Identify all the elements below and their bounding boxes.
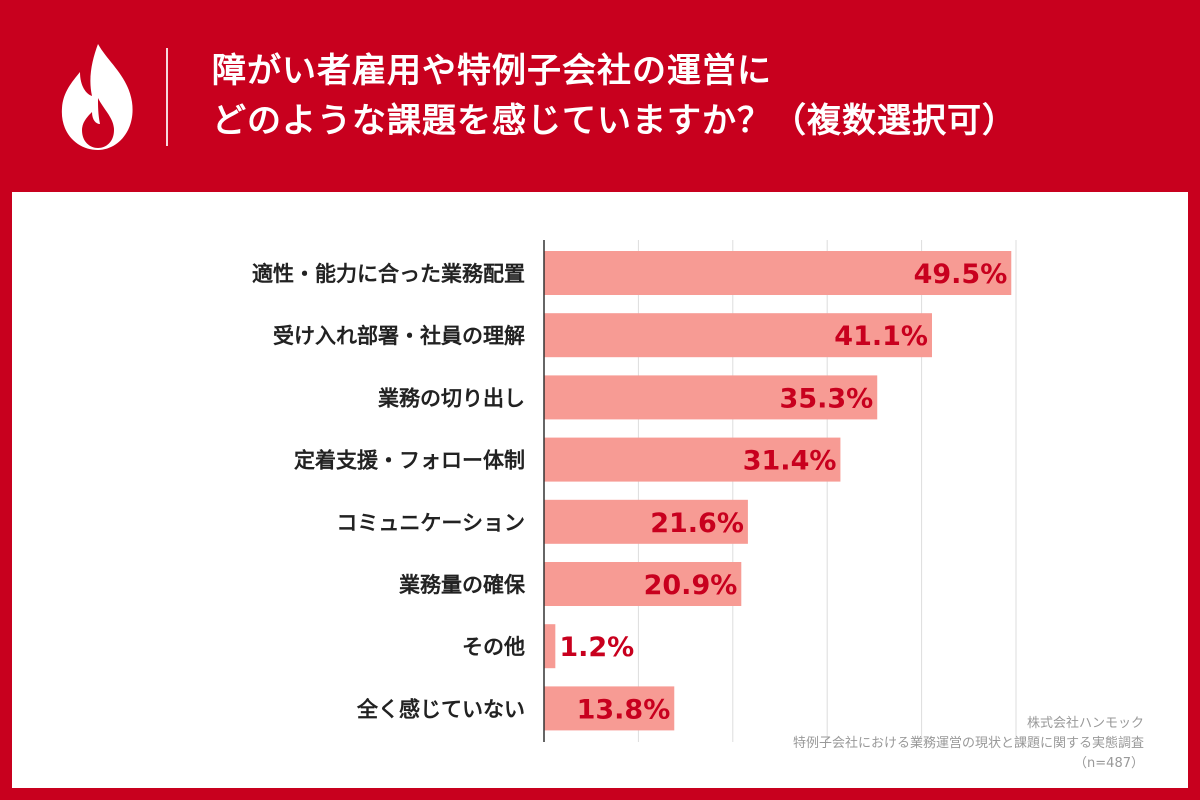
category-label: 受け入れ部署・社員の理解 (273, 324, 525, 348)
source-survey: 特例子会社における業務運営の現状と課題に関する実態調査 (792, 736, 1144, 751)
bar-chart: 適性・能力に合った業務配置 49.5% 受け入れ部署・社員の理解 41.1% 業務の切り… (252, 240, 1017, 742)
source-company: 株式会社ハンモック (1026, 716, 1144, 731)
category-label: 定着支援・フォロー体制 (294, 449, 525, 473)
bar (544, 499, 748, 544)
bar (544, 686, 675, 731)
header: 障がい者雇用や特例子会社の運営に どのような課題を感じていますか？（複数選択可） (0, 0, 1200, 192)
bar (544, 562, 742, 606)
chart-panel: 適性・能力に合った業務配置 49.5% 受け入れ部署・社員の理解 41.1% 業務の切り… (12, 192, 1188, 788)
flame-icon (61, 44, 133, 150)
category-label: コミュニケーション (336, 511, 525, 535)
value-label: 1.2% (559, 632, 634, 663)
category-label: 業務量の確保 (399, 573, 526, 597)
value-label: 49.5% (914, 259, 1008, 290)
category-label: 適性・能力に合った業務配置 (252, 262, 525, 286)
title-line-2: どのような課題を感じていますか？（複数選択可） (212, 101, 1017, 141)
category-label: 全く感じていない (356, 697, 525, 721)
bar (544, 624, 556, 669)
category-label: その他 (462, 635, 525, 659)
source-note: 株式会社ハンモック 特例子会社における業務運営の現状と課題に関する実態調査 （n… (793, 714, 1144, 774)
value-label: 13.8% (577, 694, 671, 725)
value-label: 31.4% (743, 446, 837, 477)
header-divider (166, 48, 168, 146)
bar (544, 251, 1012, 295)
bar (544, 437, 841, 482)
value-label: 35.3% (780, 383, 874, 414)
title-line-1: 障がい者雇用や特例子会社の運営に (212, 51, 772, 91)
category-label: 業務の切り出し (378, 386, 525, 410)
bar (544, 375, 878, 420)
value-label: 21.6% (650, 508, 744, 539)
source-sample: （n=487） (1074, 756, 1144, 771)
value-label: 41.1% (834, 321, 928, 352)
bar (544, 313, 932, 358)
value-label: 20.9% (644, 570, 738, 601)
page-title: 障がい者雇用や特例子会社の運営に どのような課題を感じていますか？（複数選択可） (212, 46, 1017, 146)
